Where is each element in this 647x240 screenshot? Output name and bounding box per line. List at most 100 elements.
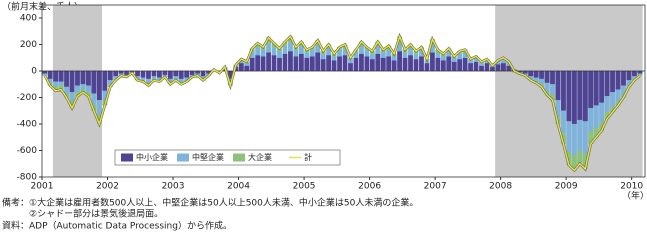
bar bbox=[293, 49, 299, 57]
bar bbox=[386, 49, 392, 57]
bar bbox=[440, 60, 446, 72]
bar bbox=[58, 70, 64, 82]
bar bbox=[582, 121, 588, 155]
bar bbox=[42, 74, 48, 76]
bar bbox=[353, 57, 359, 72]
legend-label: 中堅企業 bbox=[192, 152, 224, 162]
bar bbox=[298, 45, 304, 54]
bar bbox=[544, 82, 550, 91]
bar bbox=[593, 105, 599, 129]
y-tick-label: -200 bbox=[17, 93, 38, 103]
bar bbox=[451, 61, 457, 72]
bar bbox=[479, 65, 484, 72]
bar bbox=[282, 45, 288, 54]
x-tick-label: 2009 bbox=[555, 182, 578, 192]
bar bbox=[331, 56, 337, 61]
bar bbox=[271, 47, 277, 56]
legend-box bbox=[114, 149, 341, 166]
x-tick-label: 2003 bbox=[162, 182, 185, 192]
bar bbox=[244, 65, 250, 72]
bar bbox=[599, 102, 605, 123]
bar bbox=[391, 56, 397, 61]
bar bbox=[571, 70, 577, 125]
bar bbox=[304, 57, 310, 72]
bar bbox=[151, 70, 157, 77]
bar bbox=[637, 73, 643, 76]
bar bbox=[282, 53, 288, 72]
bar bbox=[271, 54, 277, 72]
bar bbox=[320, 58, 326, 72]
bar bbox=[47, 70, 53, 80]
bar bbox=[64, 86, 69, 94]
bar bbox=[615, 89, 621, 102]
legend-label: 大企業 bbox=[248, 152, 272, 162]
bar bbox=[588, 70, 594, 109]
bar bbox=[107, 70, 113, 81]
bar bbox=[495, 64, 501, 72]
x-axis-label: （年） bbox=[622, 190, 647, 202]
bar bbox=[58, 81, 64, 86]
x-tick-label: 2008 bbox=[489, 182, 512, 192]
bar bbox=[80, 84, 86, 90]
note: ②シャドー部分は景気後退局面。 bbox=[2, 208, 163, 220]
bar bbox=[451, 57, 457, 62]
y-tick-label: 0 bbox=[31, 67, 37, 77]
bar bbox=[298, 53, 304, 72]
bar bbox=[626, 70, 632, 81]
bar bbox=[342, 54, 348, 72]
bar bbox=[571, 123, 577, 156]
bar bbox=[631, 70, 637, 77]
bar bbox=[621, 70, 626, 86]
bar bbox=[173, 76, 179, 80]
bar bbox=[309, 56, 315, 72]
bar bbox=[479, 62, 484, 66]
bar bbox=[260, 49, 266, 57]
bar bbox=[560, 110, 566, 134]
bar bbox=[435, 57, 441, 72]
bar bbox=[468, 62, 474, 72]
bar bbox=[293, 56, 299, 72]
bar bbox=[555, 70, 561, 101]
bar bbox=[85, 85, 91, 93]
bar bbox=[337, 56, 342, 72]
bar bbox=[490, 66, 495, 72]
note: 資料：ADP（Automatic Data Processing）から作成。 bbox=[2, 220, 232, 232]
bar bbox=[413, 53, 419, 60]
x-tick-label: 2005 bbox=[293, 182, 316, 192]
bar bbox=[577, 150, 583, 164]
bar bbox=[500, 62, 506, 72]
bar bbox=[375, 53, 381, 72]
bar bbox=[424, 62, 430, 72]
bar bbox=[533, 70, 539, 78]
legend-swatch bbox=[177, 153, 189, 162]
y-tick-label: -600 bbox=[17, 146, 38, 156]
bar bbox=[544, 70, 550, 84]
bar bbox=[599, 70, 605, 103]
bar bbox=[358, 53, 364, 72]
bar bbox=[156, 70, 162, 78]
bar bbox=[615, 70, 621, 90]
bar bbox=[419, 56, 424, 72]
bar bbox=[435, 52, 441, 58]
bar bbox=[566, 70, 572, 122]
note: 備考：①大企業は雇用者数500人以上、中堅企業は50人以上500人未満、中小企業… bbox=[2, 197, 418, 209]
bar bbox=[408, 48, 413, 56]
bar bbox=[140, 70, 146, 78]
bar bbox=[91, 70, 97, 94]
bar bbox=[244, 62, 250, 66]
bar bbox=[550, 84, 555, 95]
legend-label: 計 bbox=[304, 152, 312, 162]
y-tick-label: -800 bbox=[17, 173, 38, 183]
legend-swatch bbox=[121, 153, 133, 162]
bar bbox=[113, 70, 119, 77]
x-tick-label: 2002 bbox=[96, 182, 119, 192]
bar bbox=[577, 70, 583, 121]
bar bbox=[266, 52, 272, 72]
bar bbox=[369, 58, 375, 72]
bar bbox=[588, 107, 594, 133]
bar bbox=[75, 85, 80, 93]
bar bbox=[315, 52, 321, 72]
legend-swatch bbox=[233, 153, 245, 162]
bar bbox=[200, 70, 206, 77]
bar bbox=[369, 53, 375, 60]
